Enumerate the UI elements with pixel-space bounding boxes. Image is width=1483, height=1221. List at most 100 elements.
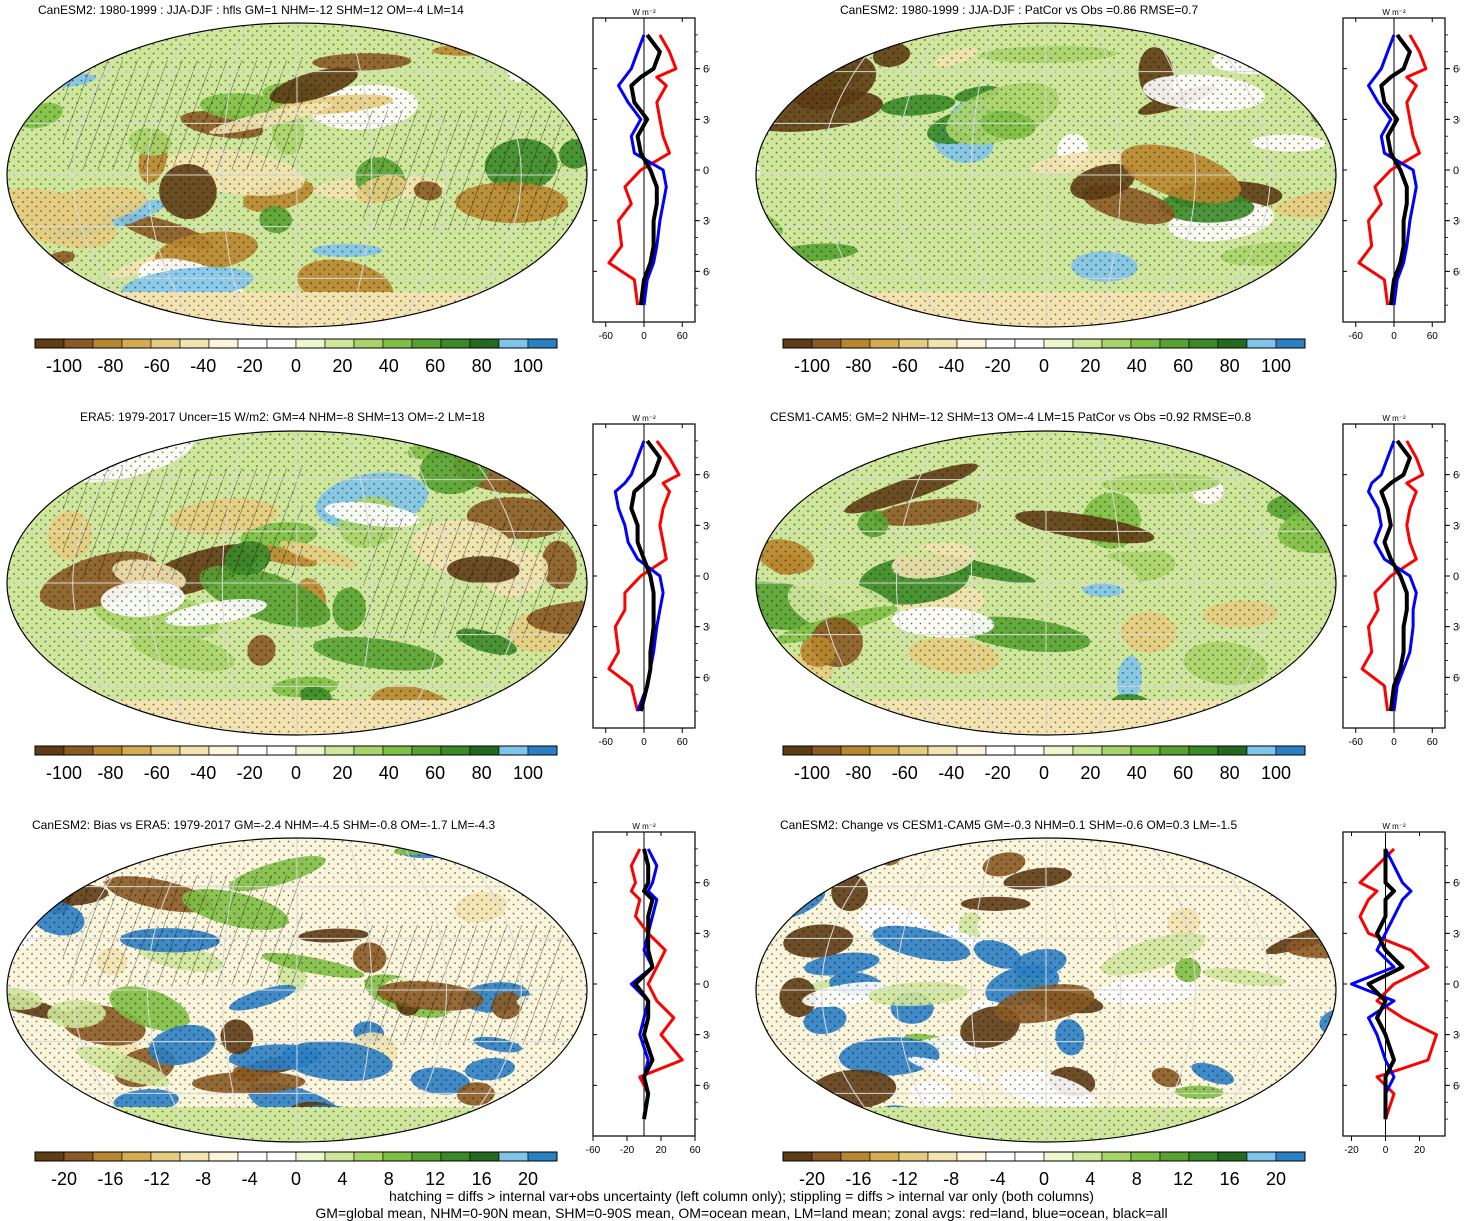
colorbar-swatch — [92, 745, 123, 756]
colorbar-label: -100 — [794, 763, 830, 783]
lat-tick-label: 60N — [1453, 64, 1460, 76]
colorbar-swatch — [382, 745, 413, 756]
zonal-line-all — [1379, 439, 1412, 712]
colorbar-swatch — [295, 745, 326, 756]
lat-tick-label: 60S — [1453, 672, 1460, 684]
lat-tick-label: 60S — [703, 266, 710, 278]
colorbar-swatch — [985, 745, 1016, 756]
colorbar-swatch — [1159, 745, 1190, 756]
colorbar-swatch — [92, 338, 123, 349]
colorbar-label: -40 — [190, 763, 216, 783]
zonal-unit-label: W m⁻² — [1382, 822, 1406, 831]
colorbar-swatch — [1130, 338, 1161, 349]
colorbar-swatch — [92, 1151, 123, 1162]
colorbar-label: 60 — [1173, 763, 1193, 783]
colorbar-swatch — [1246, 338, 1277, 349]
colorbar-label: -8 — [943, 1169, 959, 1189]
panel-title-2: CanESM2: 1980-1999 : JJA-DJF : PatCor vs… — [840, 3, 1199, 17]
colorbar-label: 60 — [1173, 356, 1193, 376]
colorbar-swatch — [34, 745, 65, 756]
lat-tick-label: 30N — [1453, 114, 1460, 126]
lat-tick-label: 60S — [1453, 266, 1460, 278]
lat-tick-label: 60N — [703, 64, 710, 76]
lat-tick-label: 30N — [1453, 520, 1460, 532]
colorbar-label: 40 — [379, 356, 399, 376]
colorbar-label: 12 — [425, 1169, 445, 1189]
colorbar-label: 8 — [1132, 1169, 1142, 1189]
colorbar-label: -40 — [190, 356, 216, 376]
colorbar-label: -80 — [97, 356, 123, 376]
colorbar-label: -60 — [144, 356, 170, 376]
lat-tick-label: 0 — [1453, 571, 1459, 583]
zonal-line-ocean — [617, 34, 668, 306]
x-tick-label: 0 — [1391, 331, 1397, 342]
colorbar-label: -20 — [51, 1169, 77, 1189]
zonal-mean-plot-2: W m⁻² 60N 30N 0 30S 60S -60 0 60 — [1342, 8, 1460, 342]
panel-title-5: CanESM2: Bias vs ERA5: 1979-2017 GM=-2.4… — [32, 818, 496, 832]
zonal-line-land — [1360, 440, 1425, 712]
footer-line-2: GM=global mean, NHM=0-90N mean, SHM=0-90… — [315, 1205, 1168, 1221]
colorbar-swatch — [208, 745, 239, 756]
map-panel-2 — [755, 22, 1337, 328]
zonal-mean-plot-3: W m⁻² 60N 30N 0 30S 60S -60 0 60 — [592, 414, 710, 748]
zonal-line-ocean — [613, 440, 665, 712]
colorbar-swatch — [1188, 745, 1219, 756]
panel-title-1: CanESM2: 1980-1999 : JJA-DJF : hfls GM=1… — [38, 3, 464, 17]
colorbar-label: 16 — [472, 1169, 492, 1189]
colorbar-swatch — [1246, 1151, 1277, 1162]
x-tick-label: -20 — [620, 1145, 635, 1156]
colorbar-swatch — [63, 745, 94, 756]
colorbar-swatch — [898, 745, 929, 756]
lat-tick-label: 0 — [1453, 979, 1459, 991]
zonal-mean-plot-5: W m⁻² 60N 30N 0 30S 60S -60 -20 20 60 — [586, 822, 710, 1156]
colorbar-label: -4 — [990, 1169, 1006, 1189]
colorbar-swatch — [1275, 338, 1306, 349]
colorbar-swatch — [382, 338, 413, 349]
x-tick-label: 0 — [641, 331, 647, 342]
x-tick-label: -60 — [586, 1145, 601, 1156]
colorbar-5: -20 -16 -12 -8 -4 0 4 8 12 16 20 — [34, 1151, 558, 1189]
x-tick-label: 0 — [1391, 737, 1397, 748]
colorbar-swatch — [411, 1151, 442, 1162]
colorbar-label: 60 — [425, 763, 445, 783]
colorbar-swatch — [1014, 338, 1045, 349]
colorbar-4: -100 -80 -60 -40 -20 0 20 40 60 80 100 — [782, 745, 1306, 783]
colorbar-frame — [34, 1151, 558, 1162]
colorbar-swatch — [811, 1151, 842, 1162]
x-tick-label: 20 — [1414, 1145, 1426, 1156]
colorbar-swatch — [1188, 1151, 1219, 1162]
colorbar-swatch — [440, 338, 471, 349]
colorbar-swatch — [956, 338, 987, 349]
colorbar-label: 80 — [1220, 763, 1240, 783]
colorbar-swatch — [782, 338, 813, 349]
colorbar-swatch — [1072, 338, 1103, 349]
colorbar-swatch — [956, 1151, 987, 1162]
lat-tick-label: 30N — [703, 520, 710, 532]
lat-tick-label: 0 — [703, 571, 709, 583]
colorbar-swatch — [840, 1151, 871, 1162]
colorbar-label: 12 — [1173, 1169, 1193, 1189]
footer-line-1: hatching = diffs > internal var+obs unce… — [389, 1188, 1094, 1204]
colorbar-swatch — [1043, 338, 1074, 349]
colorbar-label: -80 — [97, 763, 123, 783]
colorbar-label: -12 — [144, 1169, 170, 1189]
lat-tick-label: 30S — [1453, 216, 1460, 228]
colorbar-swatch — [469, 338, 500, 349]
colorbar-label: 8 — [384, 1169, 394, 1189]
colorbar-swatch — [927, 745, 958, 756]
colorbar-swatch — [1130, 745, 1161, 756]
colorbar-swatch — [295, 338, 326, 349]
colorbar-swatch — [469, 745, 500, 756]
colorbar-label: -16 — [845, 1169, 871, 1189]
zonal-line-all — [1379, 33, 1412, 306]
lat-tick-label: 60S — [1453, 1080, 1460, 1092]
panel-title-6: CanESM2: Change vs CESM1-CAM5 GM=-0.3 NH… — [780, 818, 1238, 832]
colorbar-label: 100 — [1261, 763, 1291, 783]
colorbar-swatch — [985, 338, 1016, 349]
colorbar-swatch — [324, 745, 355, 756]
x-tick-label: 60 — [677, 737, 689, 748]
map-panel-1 — [6, 22, 588, 328]
colorbar-frame — [782, 1151, 1306, 1162]
colorbar-swatch — [1014, 1151, 1045, 1162]
zonal-line-all — [629, 439, 662, 712]
